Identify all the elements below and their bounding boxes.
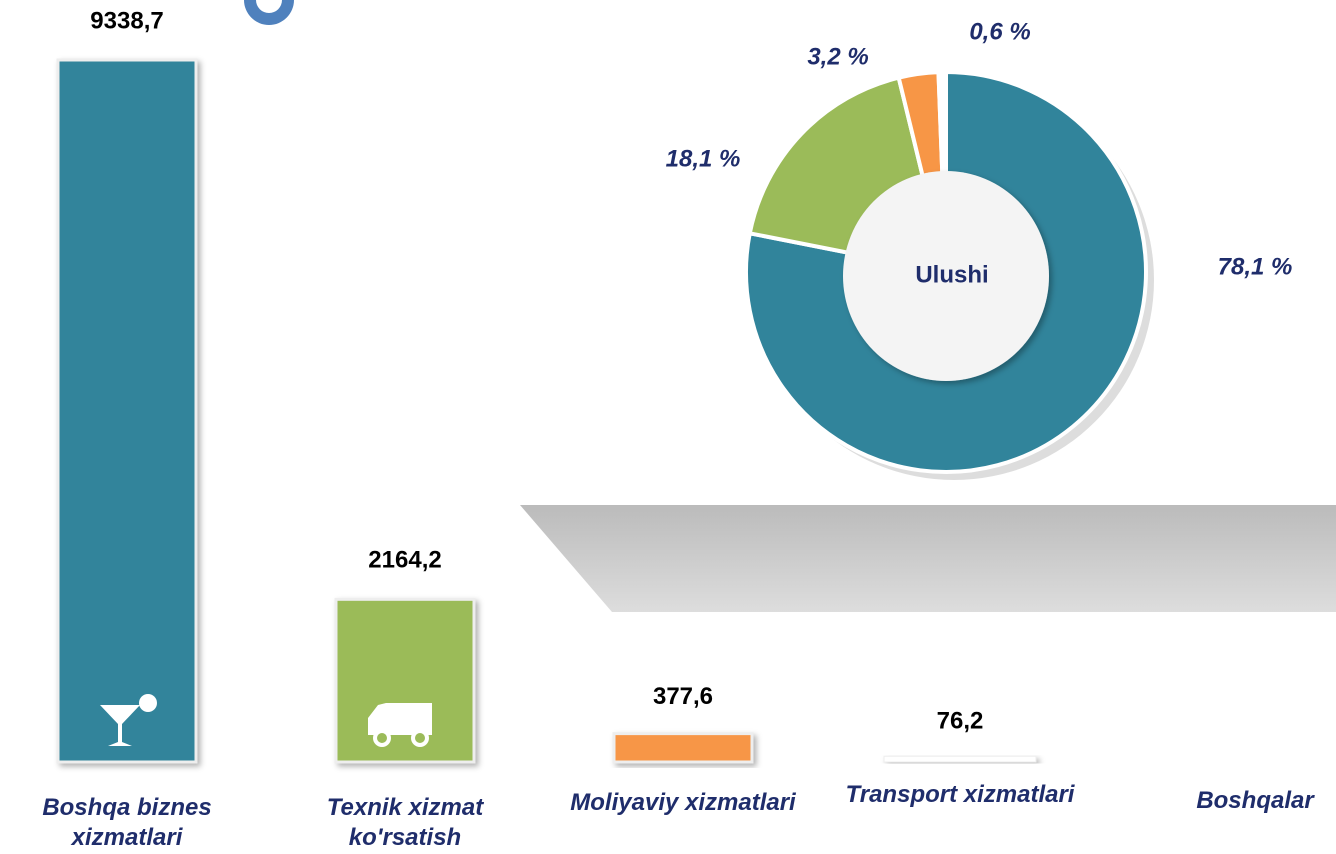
cocktail-icon — [139, 694, 157, 712]
slice-label: 78,1 % — [1218, 253, 1293, 280]
value-label: 377,6 — [653, 683, 713, 710]
bar — [56, 58, 198, 764]
donut-hole — [843, 171, 1049, 381]
center-label: Ulushi — [915, 261, 988, 288]
slice-label: 3,2 % — [807, 43, 868, 70]
truck-icon — [411, 729, 429, 747]
bar — [612, 732, 754, 764]
value-label: 76,2 — [937, 708, 984, 735]
decor-band — [520, 505, 1336, 612]
cocktail-icon — [100, 705, 140, 746]
category-label: Texnik xizmat ko'rsatish — [326, 794, 484, 851]
category-label: Boshqa biznes xizmatlari — [42, 794, 212, 851]
category-label: Transport xizmatlari — [845, 781, 1075, 808]
category-label: Moliyaviy xizmatlari — [570, 789, 796, 816]
value-label: 2164,2 — [368, 547, 441, 574]
gear-icon — [244, 0, 294, 25]
truck-icon — [368, 703, 432, 735]
bar — [883, 755, 1037, 763]
truck-icon — [373, 729, 391, 747]
slice-label: 0,6 % — [969, 18, 1030, 45]
value-label: 9338,7 — [90, 7, 163, 34]
category-label: Boshqalar — [1196, 787, 1314, 814]
bar — [334, 597, 476, 764]
slice-label: 18,1 % — [666, 145, 741, 172]
